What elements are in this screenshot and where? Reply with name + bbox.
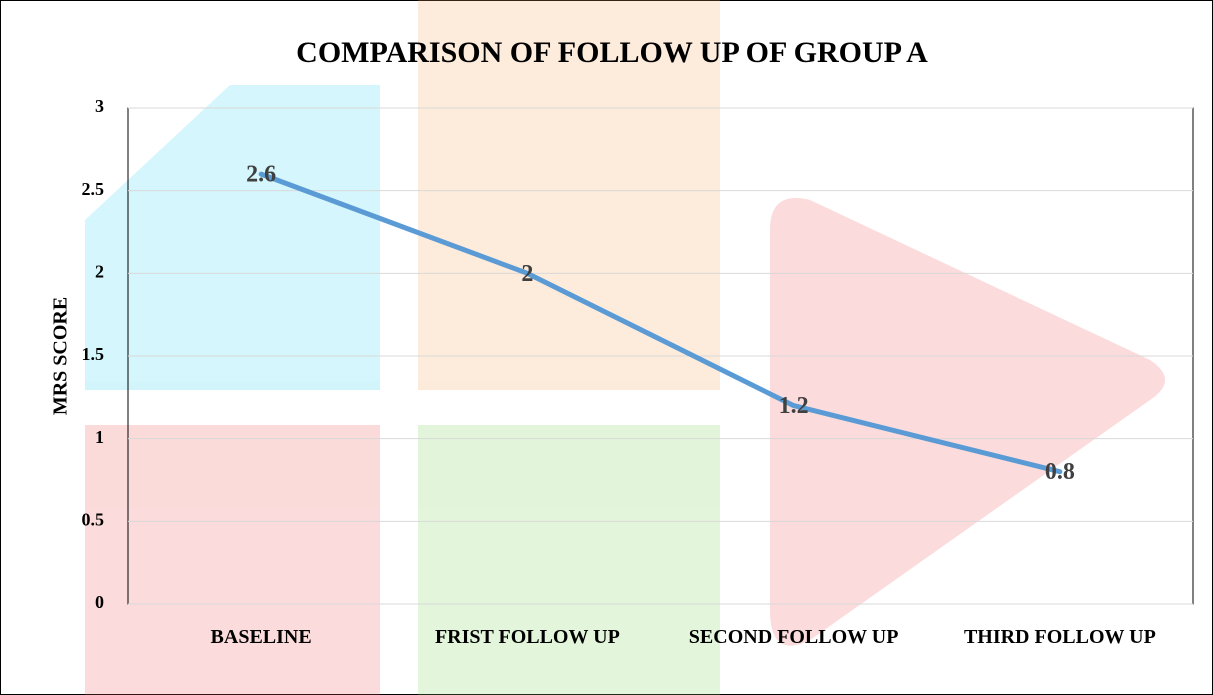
y-tick-label: 0.5 — [82, 509, 105, 529]
y-axis-label: MRS SCORE — [50, 297, 72, 415]
y-tick-label: 2.5 — [82, 179, 105, 199]
x-tick-label-box: SECOND FOLLOW UP — [661, 626, 927, 695]
x-tick-label-box: FRIST FOLLOW UP — [394, 626, 660, 695]
y-tick-label: 3 — [95, 96, 104, 116]
data-label: 2 — [521, 261, 533, 287]
chart: COMPARISON OF FOLLOW UP OF GROUP A MRS S… — [0, 0, 1213, 695]
x-tick-label: THIRD FOLLOW UP — [927, 626, 1193, 648]
x-tick-label: FRIST FOLLOW UP — [394, 626, 660, 648]
x-tick-label-box: BASELINE — [128, 626, 394, 695]
x-tick-label: BASELINE — [128, 626, 394, 648]
y-tick-label: 1.5 — [82, 344, 105, 364]
x-tick-label: SECOND FOLLOW UP — [661, 626, 927, 648]
chart-title: COMPARISON OF FOLLOW UP OF GROUP A — [296, 36, 928, 69]
data-label: 2.6 — [246, 162, 276, 188]
y-tick-label: 2 — [95, 261, 104, 281]
x-tick-label-box: THIRD FOLLOW UP — [927, 626, 1193, 695]
data-label: 1.2 — [779, 393, 809, 419]
y-tick-label: 1 — [95, 427, 104, 447]
data-label: 0.8 — [1045, 459, 1075, 485]
y-tick-label: 0 — [95, 592, 104, 612]
